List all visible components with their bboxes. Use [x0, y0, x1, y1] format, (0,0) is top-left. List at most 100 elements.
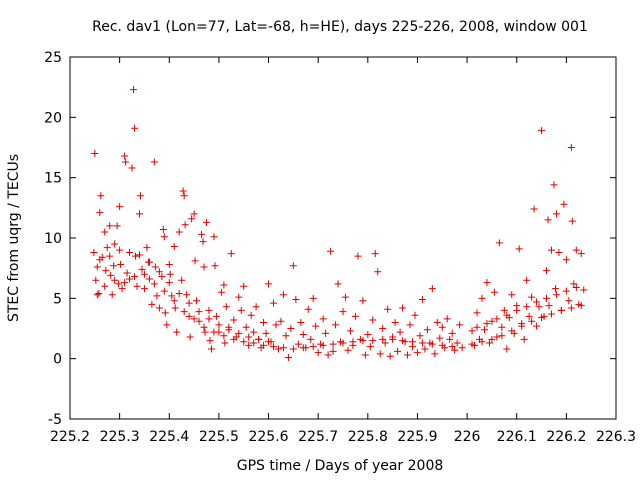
data-point [570, 280, 578, 288]
data-point [279, 291, 287, 299]
data-point [220, 332, 228, 340]
data-point [568, 217, 576, 225]
data-point [289, 262, 297, 270]
data-point [354, 252, 362, 260]
data-point [535, 303, 543, 311]
data-point [500, 306, 508, 314]
data-point [411, 311, 419, 319]
data-point [488, 317, 496, 325]
data-point [145, 258, 153, 266]
data-point [215, 321, 223, 329]
data-point [557, 306, 565, 314]
data-point [188, 215, 196, 223]
data-point [180, 308, 188, 316]
data-point [580, 286, 588, 294]
data-point [341, 293, 349, 301]
y-tick-label: 0 [53, 352, 62, 368]
data-point [92, 276, 100, 284]
y-tick-label: 10 [44, 231, 62, 247]
x-tick-label: 226.3 [596, 429, 636, 445]
data-point [369, 316, 377, 324]
data-point [508, 327, 516, 335]
data-point [533, 298, 541, 306]
data-point [199, 238, 207, 246]
data-point [166, 270, 174, 278]
data-point [128, 164, 136, 172]
data-point [145, 275, 153, 283]
data-point [212, 312, 220, 320]
data-point [503, 311, 511, 319]
data-point [436, 334, 444, 342]
data-point [150, 158, 158, 166]
y-tick-label: 5 [53, 291, 62, 307]
data-point [413, 349, 421, 357]
data-point [538, 127, 546, 135]
data-point [133, 282, 141, 290]
x-tick-label: 225.2 [50, 429, 90, 445]
data-point [515, 245, 523, 253]
data-point [143, 244, 151, 252]
data-point [140, 285, 148, 293]
data-point [309, 343, 317, 351]
data-point [207, 345, 215, 353]
data-point [108, 291, 116, 299]
data-point [170, 297, 178, 305]
data-point [384, 305, 392, 313]
data-point [190, 315, 198, 323]
x-tick-label: 225.5 [199, 429, 239, 445]
data-point [116, 203, 124, 211]
data-point [359, 297, 367, 305]
data-point [327, 247, 335, 255]
y-tick-label: 20 [44, 110, 62, 126]
data-point [371, 250, 379, 258]
data-point [123, 269, 131, 277]
data-point [205, 306, 213, 314]
data-point [130, 86, 138, 94]
data-point [227, 250, 235, 258]
data-point [547, 310, 555, 318]
data-point [260, 318, 268, 326]
data-point [279, 344, 287, 352]
data-point [523, 303, 531, 311]
data-point [131, 273, 139, 281]
data-point [178, 276, 186, 284]
data-point [552, 210, 560, 218]
data-point [379, 325, 387, 332]
data-point [126, 248, 134, 256]
data-point [438, 323, 446, 331]
data-point [272, 321, 280, 329]
data-point [110, 262, 118, 270]
x-tick-label: 226.2 [546, 429, 586, 445]
data-point [448, 343, 456, 351]
data-point [562, 287, 570, 295]
data-point [488, 335, 496, 343]
data-point [240, 338, 248, 346]
data-point [107, 271, 115, 279]
data-point [406, 321, 414, 329]
data-point [480, 326, 488, 334]
data-point [314, 349, 322, 357]
data-point [161, 309, 169, 317]
data-point [121, 152, 129, 160]
data-point [518, 322, 526, 330]
data-point [101, 282, 109, 290]
data-point [198, 230, 206, 238]
chart-title: Rec. dav1 (Lon=77, Lat=-68, h=HE), days … [92, 19, 588, 35]
x-tick-label: 225.8 [348, 429, 388, 445]
data-point [210, 328, 218, 336]
data-point [453, 339, 461, 347]
data-point [478, 294, 486, 302]
data-point [113, 222, 121, 230]
data-point [299, 331, 307, 339]
data-point [451, 346, 459, 354]
data-point [525, 312, 533, 320]
data-point [297, 318, 305, 326]
data-point [95, 290, 103, 298]
data-point [351, 312, 359, 320]
data-point [171, 304, 179, 312]
data-point [183, 291, 191, 299]
data-point [245, 341, 253, 349]
data-point [230, 316, 238, 324]
data-point [339, 339, 347, 347]
